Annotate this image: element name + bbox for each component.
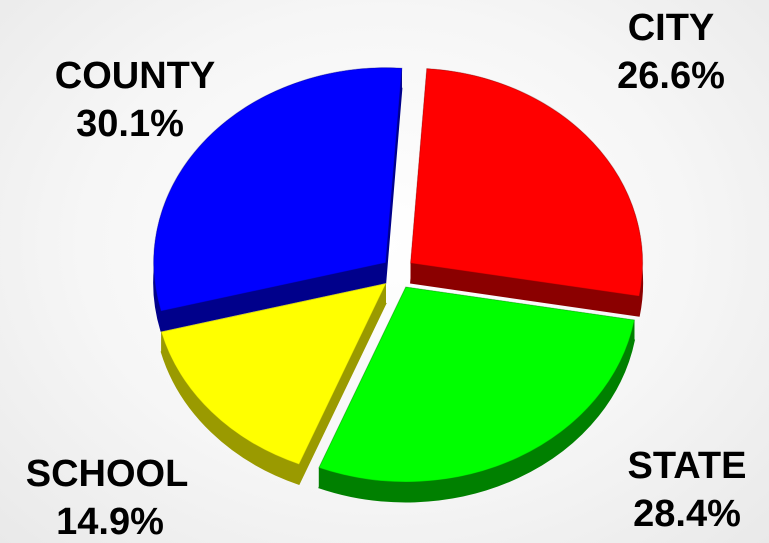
slice-label-school-value: 14.9%: [56, 501, 164, 543]
slice-label-city-value: 26.6%: [617, 55, 725, 97]
slice-city: [410, 68, 644, 297]
slice-state: [318, 286, 636, 483]
slice-county: [153, 67, 403, 312]
slice-label-city-name: CITY: [628, 7, 715, 49]
slice-edge-city-1: [410, 263, 640, 317]
slice-edge-county-1: [385, 68, 402, 283]
slice-label-county-value: 30.1%: [76, 103, 184, 145]
slice-edge-school-0: [299, 283, 386, 485]
slice-edge-county-0: [160, 262, 386, 332]
slice-label-state-name: STATE: [628, 445, 747, 487]
slice-school: [160, 282, 387, 465]
slice-label-state-value: 28.4%: [633, 493, 741, 535]
slice-rim-state: [318, 320, 635, 502]
slice-label-school-name: SCHOOL: [26, 453, 189, 495]
pie-top-layer: [153, 67, 644, 483]
slice-label-county-name: COUNTY: [55, 55, 215, 97]
slice-rim-school: [161, 331, 300, 485]
